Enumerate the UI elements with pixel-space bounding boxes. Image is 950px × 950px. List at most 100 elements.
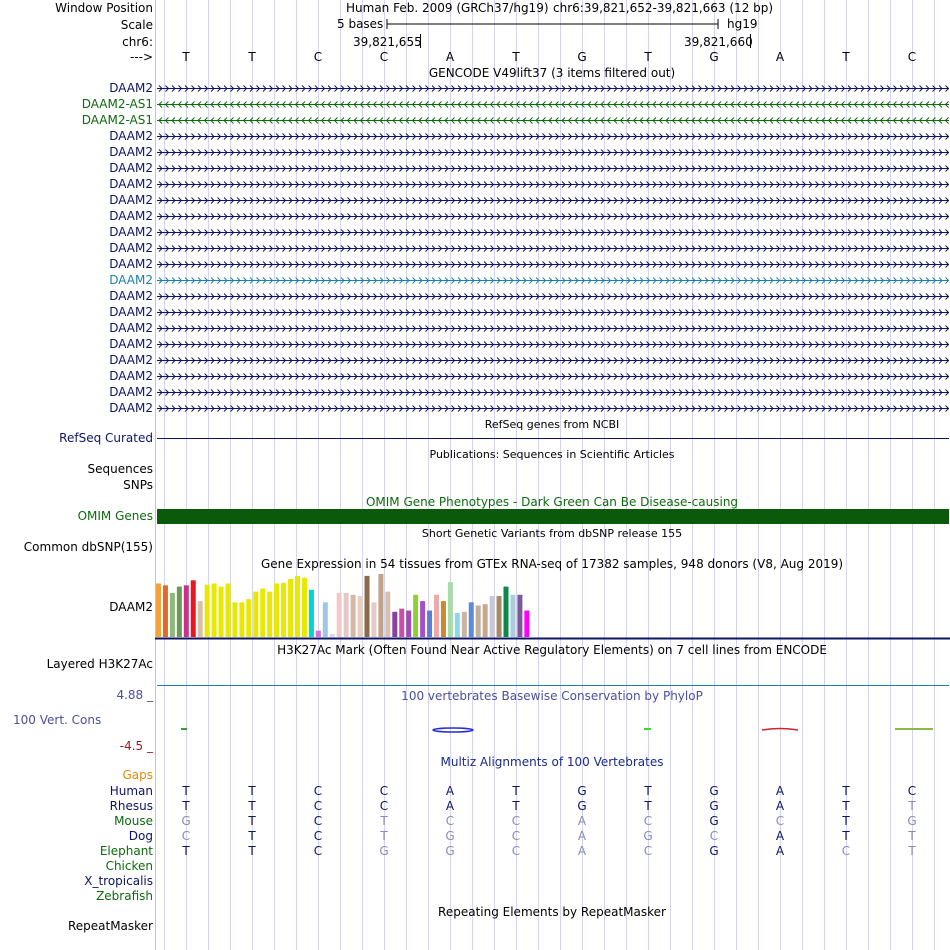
repeatmasker-label[interactable]: RepeatMasker: [67, 919, 153, 933]
omim-label[interactable]: OMIM Genes: [77, 509, 153, 523]
refseq-gene-line[interactable]: [157, 438, 949, 439]
gencode-item-label[interactable]: DAAM2: [109, 241, 153, 255]
refseq-label[interactable]: RefSeq Curated: [59, 431, 153, 445]
gencode-transcript-line[interactable]: [157, 274, 949, 286]
gencode-item-label[interactable]: DAAM2: [109, 129, 153, 143]
gtex-tissue-bar: [156, 583, 161, 637]
gencode-item-label[interactable]: DAAM2: [109, 401, 153, 415]
multiz-species-label[interactable]: Chicken: [105, 859, 153, 873]
multiz-gaps-label[interactable]: Gaps: [122, 768, 153, 782]
dbsnp-label[interactable]: Common dbSNP(155): [23, 540, 153, 554]
h3k27ac-label[interactable]: Layered H3K27Ac: [46, 657, 153, 671]
gencode-item-label[interactable]: DAAM2-AS1: [81, 113, 153, 127]
multiz-base: C: [313, 784, 323, 798]
gencode-item-label[interactable]: DAAM2: [109, 161, 153, 175]
conservation-plot[interactable]: [155, 718, 950, 738]
gencode-item-label[interactable]: DAAM2: [109, 209, 153, 223]
gencode-transcript-line[interactable]: [157, 402, 949, 414]
multiz-base: C: [313, 829, 323, 843]
gencode-transcript-line[interactable]: [157, 98, 949, 110]
gencode-transcript-line[interactable]: [157, 338, 949, 350]
gencode-item-label[interactable]: DAAM2-AS1: [81, 97, 153, 111]
omim-gene-bar[interactable]: [157, 509, 949, 524]
multiz-species-label[interactable]: Elephant: [99, 844, 153, 858]
multiz-base: C: [841, 844, 851, 858]
gencode-item-label[interactable]: DAAM2: [109, 177, 153, 191]
gencode-transcript-line[interactable]: [157, 322, 949, 334]
gencode-transcript-line[interactable]: [157, 258, 949, 270]
gencode-transcript-line[interactable]: [157, 306, 949, 318]
gencode-item-label[interactable]: DAAM2: [109, 321, 153, 335]
multiz-species-label[interactable]: Human: [109, 784, 153, 798]
conservation-label[interactable]: 100 Vert. Cons: [13, 713, 102, 727]
conservation-title[interactable]: 100 vertebrates Basewise Conservation by…: [401, 689, 703, 703]
gencode-transcript-line[interactable]: [157, 162, 949, 174]
multiz-base: T: [908, 844, 916, 858]
gtex-tissue-bar: [322, 602, 328, 637]
gencode-item-label[interactable]: DAAM2: [109, 337, 153, 351]
gtex-tissue-bar: [434, 594, 439, 637]
dbsnp-title[interactable]: Short Genetic Variants from dbSNP releas…: [421, 527, 683, 540]
gtex-tissue-bar: [517, 594, 523, 637]
gencode-transcript-line[interactable]: [157, 146, 949, 158]
gencode-item-label[interactable]: DAAM2: [109, 257, 153, 271]
gencode-transcript-line[interactable]: [157, 242, 949, 254]
gencode-item-label[interactable]: DAAM2: [109, 305, 153, 319]
dna-base: T: [644, 50, 652, 64]
multiz-species-label[interactable]: Dog: [128, 829, 153, 843]
gtex-tissue-bar: [225, 583, 231, 637]
multiz-base: T: [380, 829, 388, 843]
gencode-transcript-line[interactable]: [157, 130, 949, 142]
gencode-item-label[interactable]: DAAM2: [109, 273, 153, 287]
gencode-transcript-line[interactable]: [157, 290, 949, 302]
conservation-min: -4.5 _: [119, 739, 153, 753]
gencode-item-label[interactable]: DAAM2: [109, 145, 153, 159]
gencode-transcript-line[interactable]: [157, 194, 949, 206]
gencode-transcript-line[interactable]: [157, 226, 949, 238]
gtex-tissue-bar: [378, 574, 384, 637]
gtex-tissue-bar: [162, 585, 168, 637]
multiz-species-label[interactable]: Mouse: [114, 814, 153, 828]
multiz-base: G: [181, 814, 191, 828]
gencode-item-label[interactable]: DAAM2: [109, 369, 153, 383]
gtex-tissue-bar: [454, 613, 460, 637]
refseq-title[interactable]: RefSeq genes from NCBI: [484, 418, 620, 431]
strand-label: --->: [129, 50, 153, 64]
publications-title[interactable]: Publications: Sequences in Scientific Ar…: [429, 448, 675, 461]
publications-snps-label[interactable]: SNPs: [123, 478, 153, 492]
gtex-tissue-bar: [447, 582, 453, 637]
multiz-base: C: [181, 829, 191, 843]
gencode-item-label[interactable]: DAAM2: [109, 193, 153, 207]
multiz-species-label[interactable]: X_tropicalis: [84, 874, 153, 888]
multiz-base: G: [907, 814, 917, 828]
multiz-species-label[interactable]: Rhesus: [109, 799, 153, 813]
coord-right-tick: [750, 34, 751, 48]
gtex-tissue-bar: [288, 579, 294, 637]
gtex-label[interactable]: DAAM2: [109, 600, 153, 614]
gencode-item-label[interactable]: DAAM2: [109, 353, 153, 367]
gtex-tissue-bar: [260, 588, 266, 637]
gencode-transcript-line[interactable]: [157, 210, 949, 222]
gencode-transcript-line[interactable]: [157, 82, 949, 94]
gencode-transcript-line[interactable]: [157, 114, 949, 126]
repeatmasker-title[interactable]: Repeating Elements by RepeatMasker: [438, 905, 666, 919]
gencode-transcript-line[interactable]: [157, 386, 949, 398]
publications-sequences-label[interactable]: Sequences: [87, 462, 153, 476]
gencode-item-label[interactable]: DAAM2: [109, 81, 153, 95]
gencode-transcript-line[interactable]: [157, 370, 949, 382]
gtex-title[interactable]: Gene Expression in 54 tissues from GTEx …: [260, 557, 844, 571]
chrom-label: chr6:: [122, 35, 153, 49]
multiz-base: A: [775, 829, 785, 843]
omim-title[interactable]: OMIM Gene Phenotypes - Dark Green Can Be…: [365, 495, 739, 509]
h3k27ac-title[interactable]: H3K27Ac Mark (Often Found Near Active Re…: [277, 643, 827, 657]
gencode-title[interactable]: GENCODE V49lift37 (3 items filtered out): [428, 66, 676, 80]
gtex-bar-chart[interactable]: [155, 572, 950, 640]
gencode-item-label[interactable]: DAAM2: [109, 289, 153, 303]
gencode-item-label[interactable]: DAAM2: [109, 385, 153, 399]
gencode-transcript-line[interactable]: [157, 354, 949, 366]
multiz-title[interactable]: Multiz Alignments of 100 Vertebrates: [440, 755, 664, 769]
gencode-item-label[interactable]: DAAM2: [109, 225, 153, 239]
gtex-tissue-bar: [440, 601, 446, 637]
gencode-transcript-line[interactable]: [157, 178, 949, 190]
multiz-species-label[interactable]: Zebrafish: [96, 889, 153, 903]
